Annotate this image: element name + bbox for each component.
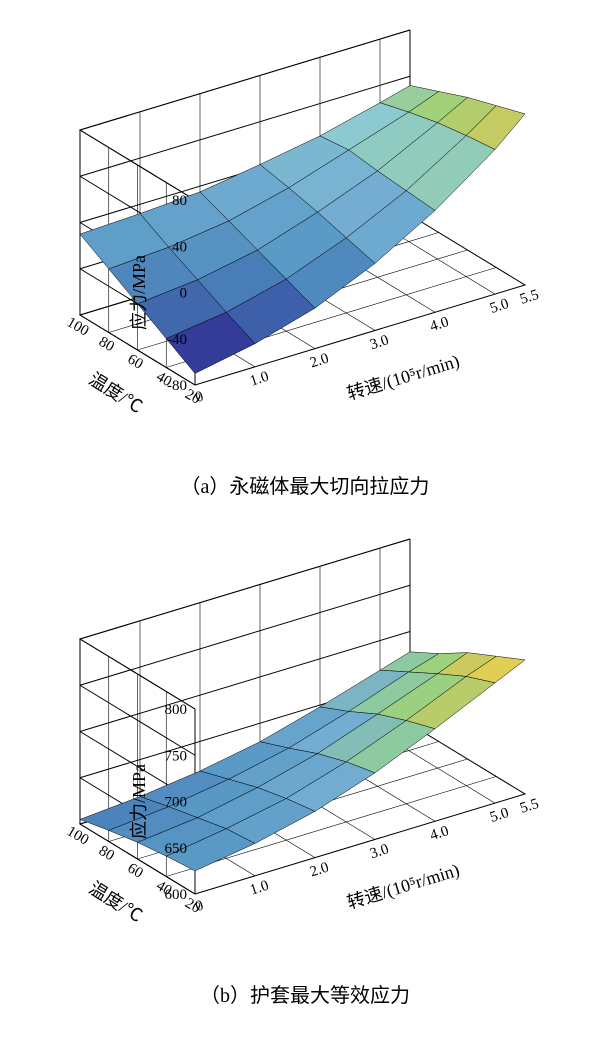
svg-text:60: 60	[125, 860, 146, 881]
svg-text:100: 100	[64, 823, 91, 848]
svg-text:0: 0	[180, 286, 188, 302]
svg-text:800: 800	[165, 702, 188, 718]
svg-text:80: 80	[96, 843, 117, 864]
chart-b-container: 6006507007508001008060402001.02.03.04.05…	[20, 529, 590, 959]
svg-text:700: 700	[165, 795, 188, 811]
svg-text:5.0: 5.0	[488, 296, 511, 317]
svg-text:温度/℃: 温度/℃	[85, 369, 146, 417]
svg-text:转速/(10⁵r/min): 转速/(10⁵r/min)	[345, 351, 462, 405]
svg-text:4.0: 4.0	[428, 314, 451, 335]
caption-b: （b）护套最大等效应力	[20, 979, 590, 1008]
svg-text:-40: -40	[167, 332, 187, 348]
svg-text:转速/(10⁵r/min): 转速/(10⁵r/min)	[345, 860, 462, 914]
chart-a-surface-plot: -80-40040801008060402001.02.03.04.05.05.…	[20, 20, 590, 450]
svg-text:80: 80	[172, 193, 187, 209]
caption-a: （a）永磁体最大切向拉应力	[20, 470, 590, 499]
svg-text:4.0: 4.0	[428, 823, 451, 844]
svg-text:3.0: 3.0	[368, 332, 391, 353]
svg-text:5.5: 5.5	[518, 796, 541, 817]
svg-text:温度/℃: 温度/℃	[85, 878, 146, 926]
svg-text:应力/MPa: 应力/MPa	[129, 255, 149, 330]
svg-text:1.0: 1.0	[248, 878, 271, 899]
svg-text:5.5: 5.5	[518, 287, 541, 308]
svg-text:750: 750	[165, 748, 188, 764]
svg-text:3.0: 3.0	[368, 841, 391, 862]
chart-b-surface-plot: 6006507007508001008060402001.02.03.04.05…	[20, 529, 590, 959]
svg-text:60: 60	[125, 351, 146, 372]
svg-text:40: 40	[172, 239, 187, 255]
svg-text:2.0: 2.0	[308, 859, 331, 880]
svg-text:650: 650	[165, 841, 188, 857]
chart-a-container: -80-40040801008060402001.02.03.04.05.05.…	[20, 20, 590, 450]
svg-text:5.0: 5.0	[488, 805, 511, 826]
svg-text:1.0: 1.0	[248, 369, 271, 390]
svg-text:100: 100	[64, 314, 91, 339]
svg-text:2.0: 2.0	[308, 350, 331, 371]
svg-text:80: 80	[96, 334, 117, 355]
svg-text:应力/MPa: 应力/MPa	[129, 764, 149, 839]
